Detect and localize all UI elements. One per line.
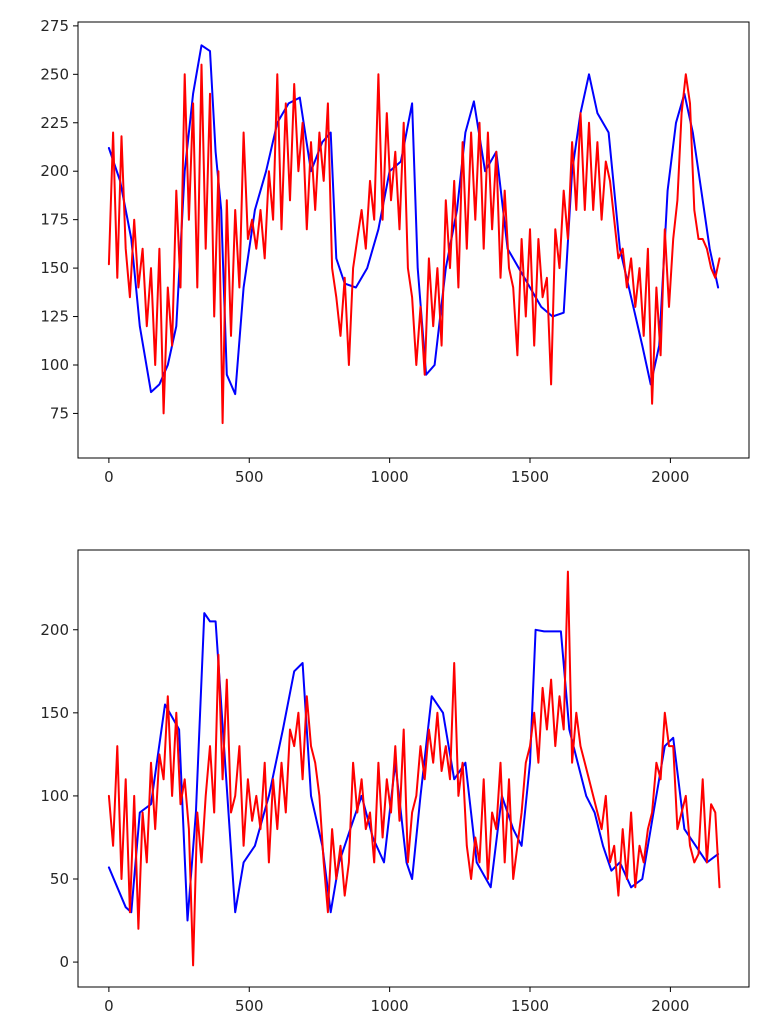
x-tick-label: 1500 xyxy=(511,997,549,1015)
y-tick-label: 100 xyxy=(40,787,69,805)
y-tick-label: 50 xyxy=(50,870,69,888)
series-line-1 xyxy=(107,612,720,922)
x-tick-label: 0 xyxy=(104,468,114,486)
chart-panel-2: 0 500 1000 1500 2000 0 50 100 150 200 xyxy=(40,549,750,1015)
series-line-2 xyxy=(107,63,721,425)
y-tick-label: 200 xyxy=(40,621,69,639)
y-tick-label: 0 xyxy=(59,953,69,971)
y-tick-label: 75 xyxy=(50,404,69,422)
x-tick-label: 1000 xyxy=(371,997,409,1015)
x-tick-label: 1000 xyxy=(371,468,409,486)
plot-frame xyxy=(77,549,750,988)
y-tick-label: 200 xyxy=(40,162,69,180)
chart-panel-1: 0 500 1000 1500 2000 75 100 125 150 175 200 225 250 2… xyxy=(40,17,750,486)
y-tick-label: 150 xyxy=(40,704,69,722)
x-tick-label: 2000 xyxy=(651,997,689,1015)
x-tick-label: 500 xyxy=(235,468,264,486)
series-line-2 xyxy=(107,570,721,967)
x-tick-label: 0 xyxy=(104,997,114,1015)
y-tick-label: 175 xyxy=(40,211,69,229)
y-tick-label: 100 xyxy=(40,356,69,374)
y-tick-label: 275 xyxy=(40,17,69,35)
x-tick-label: 500 xyxy=(235,997,264,1015)
plot-frame xyxy=(77,21,750,459)
x-tick-label: 1500 xyxy=(511,468,549,486)
x-tick-label: 2000 xyxy=(651,468,689,486)
y-tick-label: 225 xyxy=(40,114,69,132)
y-tick-label: 150 xyxy=(40,259,69,277)
y-tick-label: 250 xyxy=(40,65,69,83)
y-tick-label: 125 xyxy=(40,308,69,326)
